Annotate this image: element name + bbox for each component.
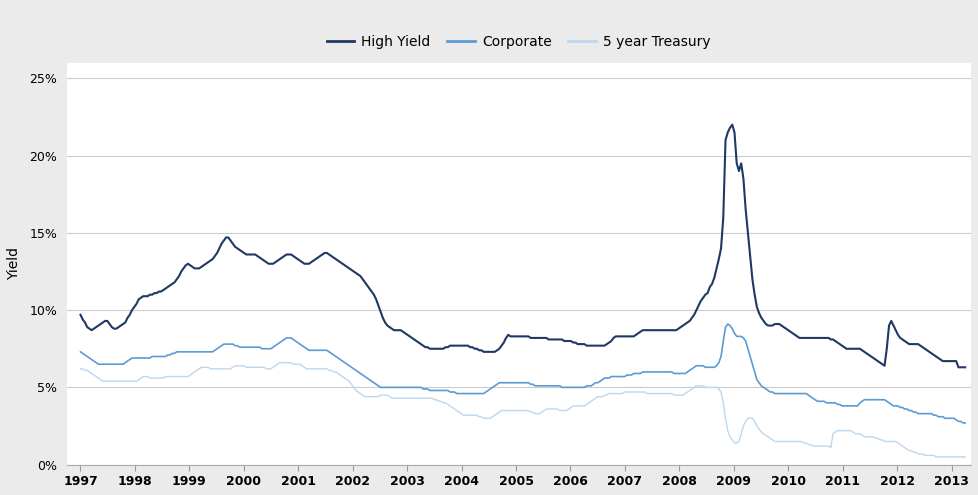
High Yield xyxy=(828,338,840,344)
5 year Treasury xyxy=(943,454,955,460)
5 year Treasury xyxy=(715,389,727,395)
5 year Treasury xyxy=(958,454,970,460)
High Yield xyxy=(941,358,953,364)
Corporate xyxy=(74,349,86,355)
Line: Corporate: Corporate xyxy=(80,324,964,423)
Corporate xyxy=(941,415,953,421)
5 year Treasury xyxy=(74,366,86,372)
Legend: High Yield, Corporate, 5 year Treasury: High Yield, Corporate, 5 year Treasury xyxy=(321,30,716,55)
Corporate xyxy=(958,420,970,426)
5 year Treasury xyxy=(399,395,411,401)
Corporate xyxy=(956,420,968,426)
High Yield xyxy=(952,364,963,370)
Corporate xyxy=(375,385,386,391)
5 year Treasury xyxy=(377,392,388,398)
Line: 5 year Treasury: 5 year Treasury xyxy=(80,363,964,457)
High Yield xyxy=(375,309,386,315)
Y-axis label: Yield: Yield xyxy=(7,247,21,280)
Corporate xyxy=(397,385,409,391)
Corporate xyxy=(133,355,145,361)
High Yield xyxy=(958,364,970,370)
5 year Treasury xyxy=(274,360,286,366)
Corporate xyxy=(828,400,840,406)
5 year Treasury xyxy=(929,454,941,460)
High Yield xyxy=(397,329,409,335)
Line: High Yield: High Yield xyxy=(80,125,964,367)
High Yield xyxy=(133,297,145,302)
High Yield xyxy=(712,256,724,262)
Corporate xyxy=(721,321,733,327)
5 year Treasury xyxy=(828,429,840,435)
High Yield xyxy=(74,312,86,318)
High Yield xyxy=(726,122,737,128)
Corporate xyxy=(712,360,724,366)
5 year Treasury xyxy=(133,377,145,383)
